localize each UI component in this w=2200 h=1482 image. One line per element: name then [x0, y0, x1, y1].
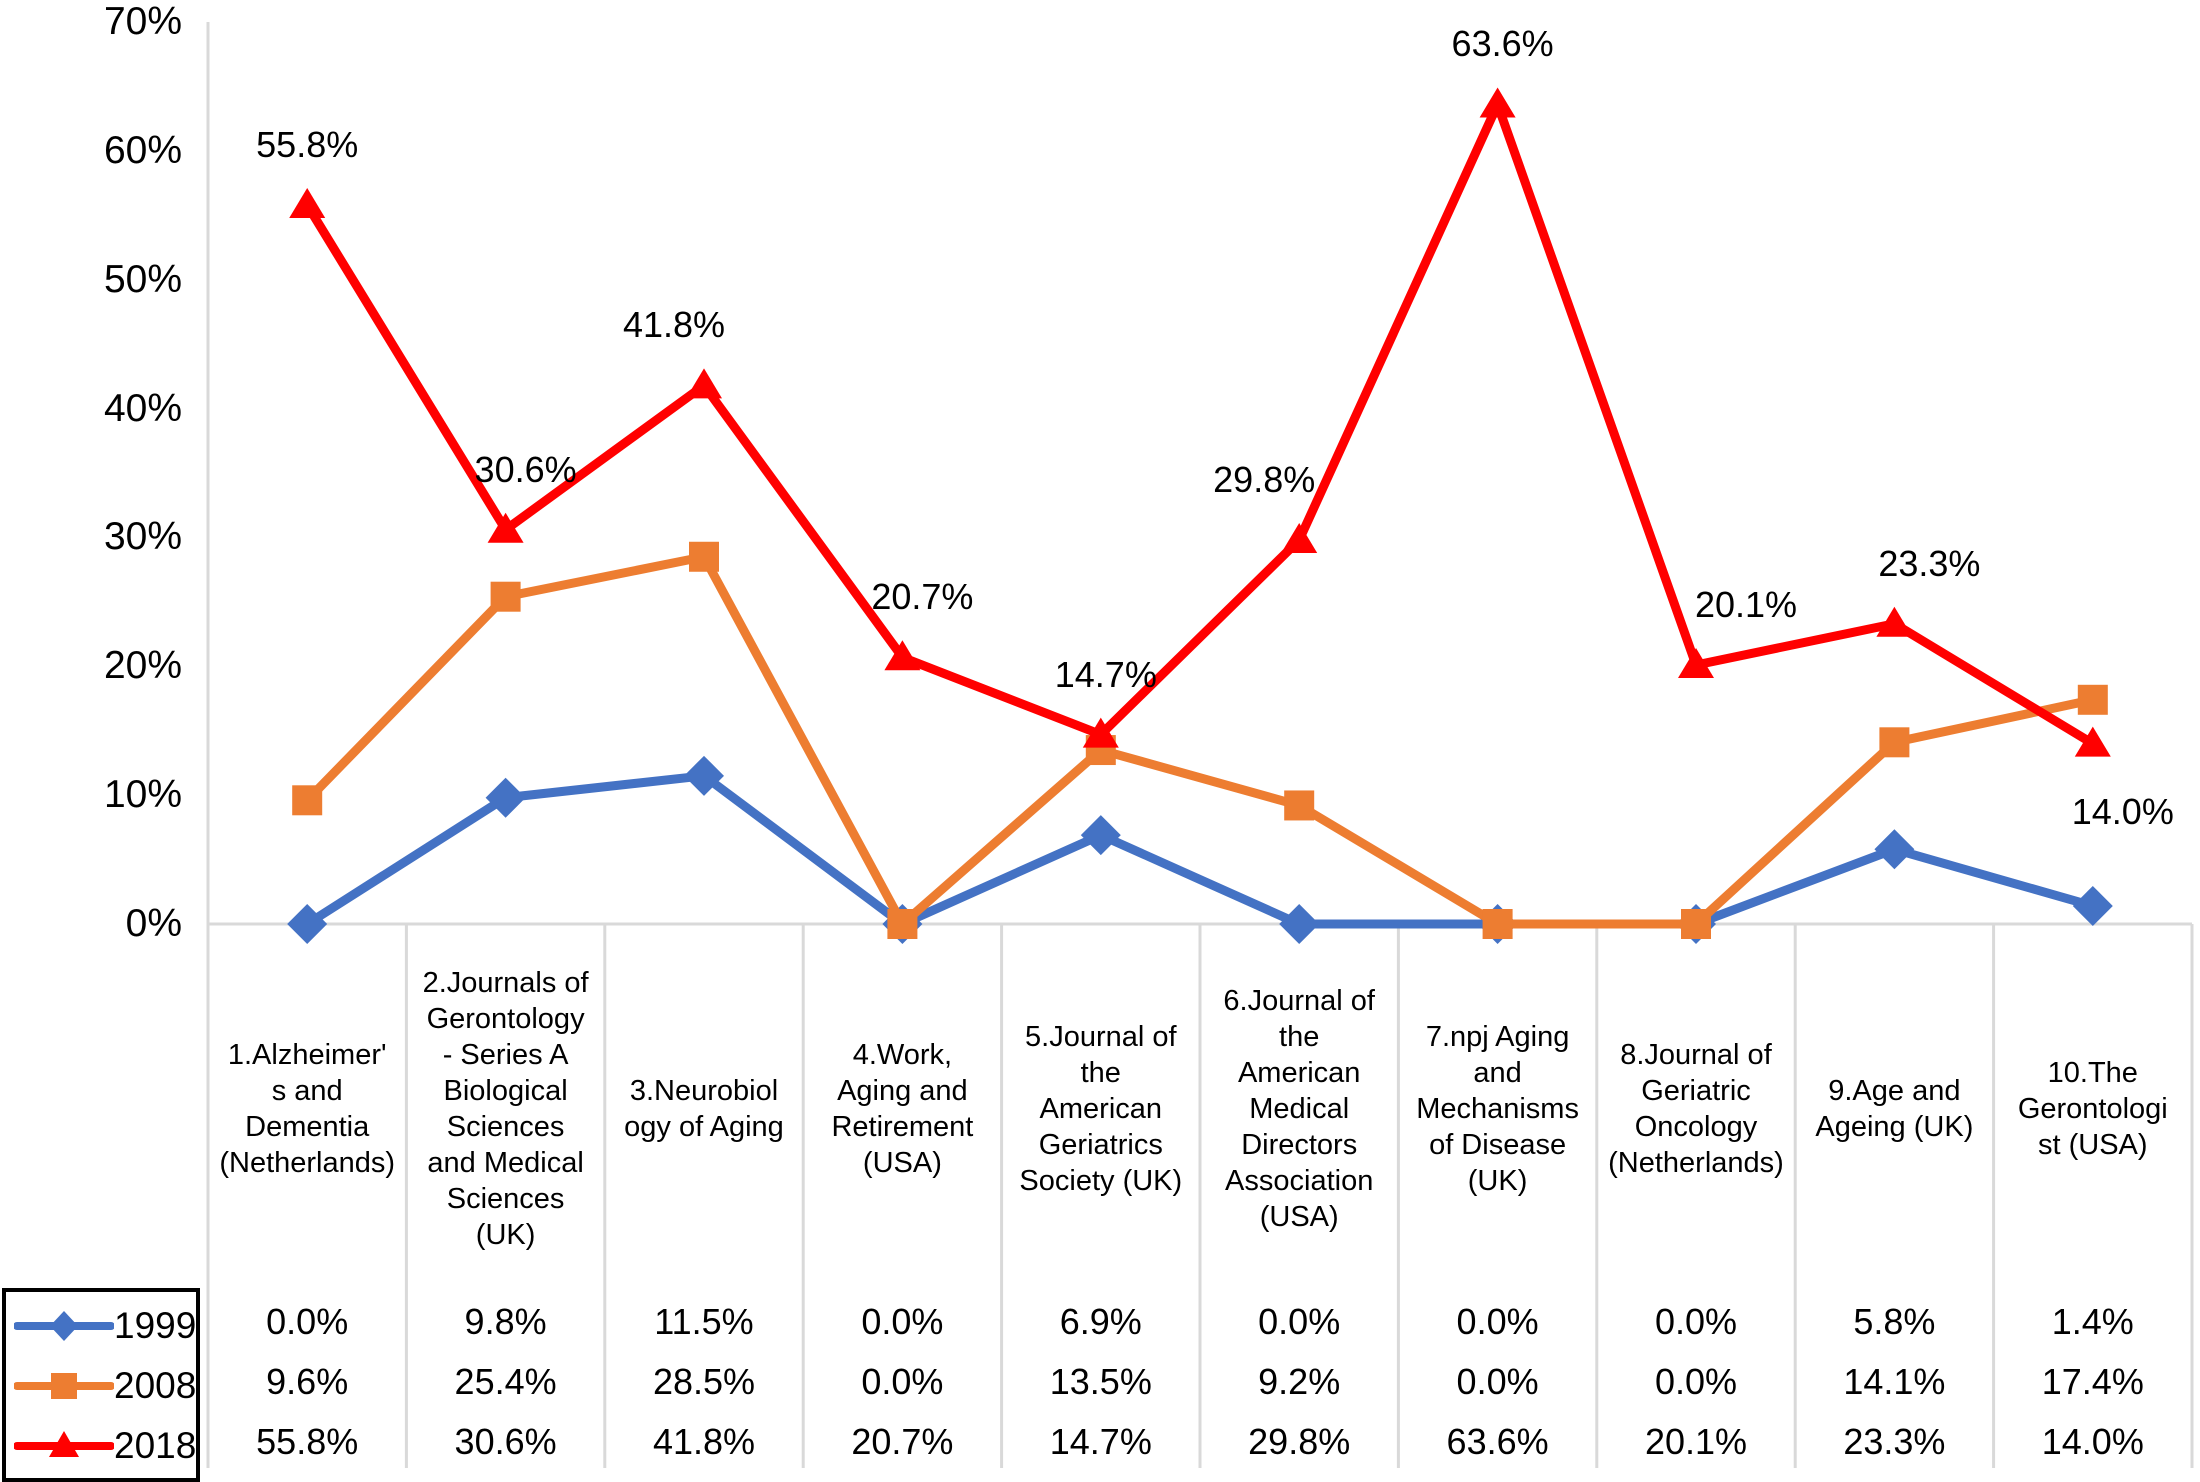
marker-2008-point-2: [490, 581, 521, 612]
marker-2018-point-7: [1479, 87, 1516, 118]
marker-2008-point-8: [1681, 909, 1711, 939]
legend-label-2018: 2018: [114, 1425, 197, 1466]
marker-1999-point-1: [287, 904, 328, 944]
legend-key-triangle-icon: [14, 1431, 114, 1457]
marker-1999-point-3: [684, 755, 724, 796]
marker-2008-point-6: [1284, 790, 1315, 821]
marker-2018-point-10: [2074, 726, 2111, 757]
legend: 1999 2008 2018: [2, 1288, 200, 1482]
marker-2018-point-2: [487, 512, 524, 543]
marker-1999-point-10: [2072, 885, 2113, 926]
marker-2008-point-7: [1482, 909, 1513, 939]
marker-2018-point-5: [1082, 717, 1119, 748]
series-line-2018: [302, 99, 2098, 749]
marker-1999-point-9: [1874, 829, 1915, 870]
legend-item-1999: 1999: [14, 1304, 196, 1348]
legend-marker-diamond: [50, 1311, 78, 1341]
marker-2018-point-4: [884, 640, 921, 671]
legend-label-2008: 2008: [114, 1365, 197, 1406]
marker-1999-point-6: [1279, 904, 1320, 944]
legend-marker-square: [51, 1373, 77, 1399]
marker-1999-point-5: [1080, 815, 1121, 856]
marker-1999-point-2: [485, 777, 526, 818]
legend-label-1999: 1999: [114, 1305, 197, 1346]
marker-2008-point-1: [292, 785, 323, 816]
marker-2018-point-6: [1281, 523, 1318, 554]
marker-2018-point-9: [1876, 606, 1913, 637]
marker-2008-point-9: [1879, 727, 1910, 758]
series-line-1999: [302, 771, 2098, 929]
marker-2018-point-3: [686, 368, 722, 399]
marker-2008-point-4: [887, 909, 918, 939]
marker-2018-point-1: [289, 187, 326, 218]
legend-item-2008: 2008: [14, 1364, 196, 1408]
legend-item-2018: 2018: [14, 1424, 196, 1468]
legend-key-diamond-icon: [14, 1311, 114, 1341]
marker-2018-point-8: [1678, 647, 1714, 678]
legend-marker-triangle: [49, 1431, 79, 1457]
marker-2008-point-3: [689, 541, 719, 572]
legend-key-square-icon: [14, 1373, 114, 1399]
series-line-2008: [302, 552, 2098, 929]
marker-2008-point-10: [2077, 684, 2108, 715]
